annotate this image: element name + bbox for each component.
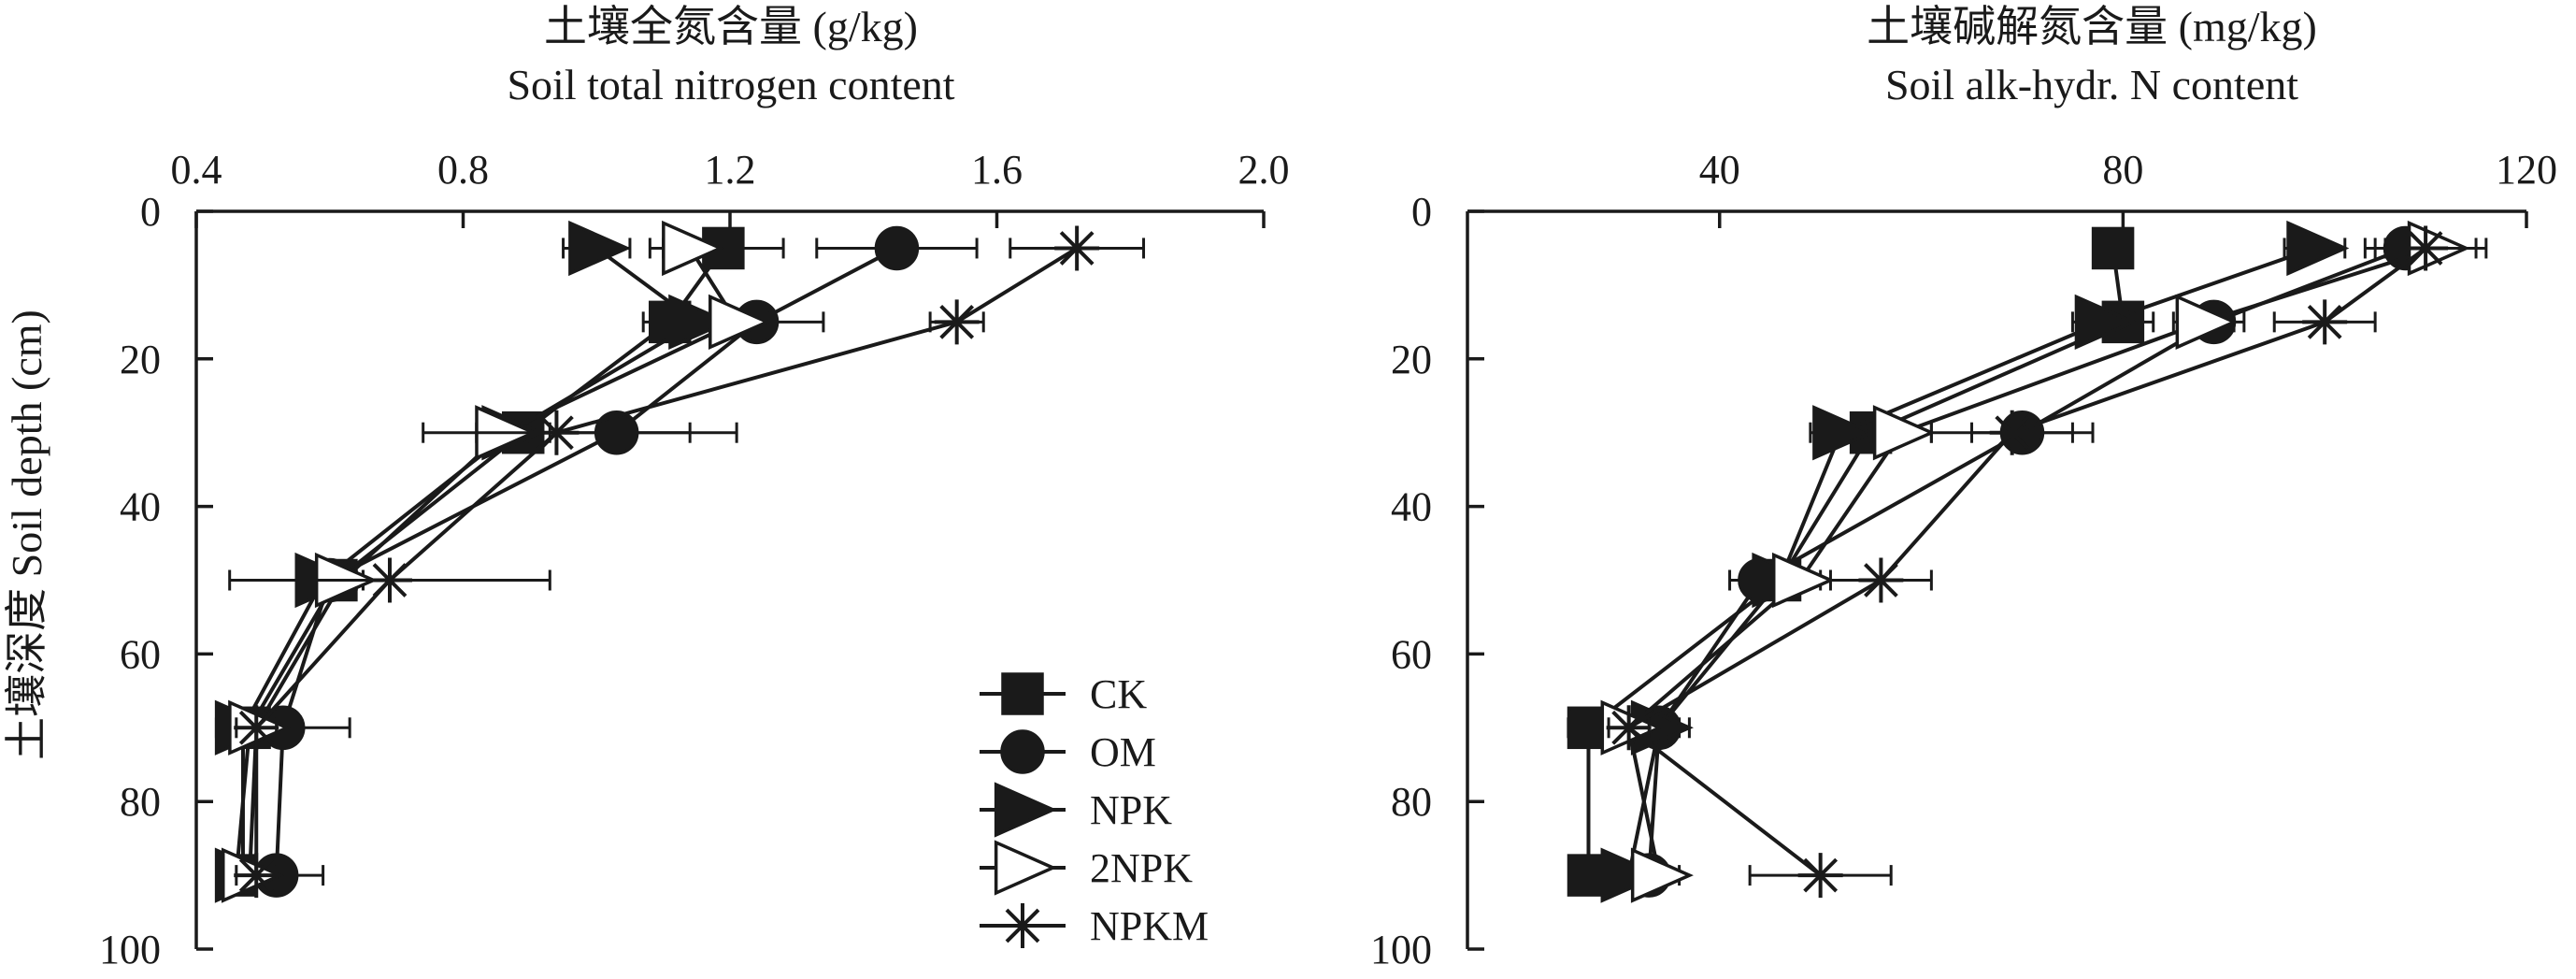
legend-marker-2npk xyxy=(994,840,1057,896)
series-line-npkm xyxy=(1626,246,2427,877)
data-point-npkm xyxy=(534,410,580,455)
legend-label-npk: NPK xyxy=(1090,787,1172,833)
legend-label-om: OM xyxy=(1090,729,1156,775)
data-point-npk xyxy=(2074,294,2138,350)
data-point-npkm xyxy=(1989,410,2035,455)
series-npkm xyxy=(228,225,1146,899)
data-point-npkm xyxy=(234,705,279,751)
y-tick-label: 40 xyxy=(120,484,161,530)
series-line-ck xyxy=(1586,248,2125,876)
x-tick-label: 2.0 xyxy=(1238,147,1290,193)
chart-title-cn: 土壤碱解氮含量 (mg/kg) xyxy=(1867,3,2317,50)
y-tick-label: 60 xyxy=(120,631,161,677)
legend: CK OM NPK 2NPK NPKM xyxy=(980,671,1209,949)
data-point-npk xyxy=(1600,847,1664,903)
series-npkm xyxy=(1606,225,2478,899)
data-point-ck xyxy=(2091,226,2135,270)
data-point-npkm xyxy=(934,299,980,345)
y-tick-label: 0 xyxy=(140,189,161,235)
legend-marker-ck xyxy=(1001,672,1044,715)
data-point-npkm xyxy=(1858,557,1904,603)
chart-panel-alk-hydr-n: 土壤碱解氮含量 (mg/kg) Soil alk-hydr. N content… xyxy=(1370,3,2557,972)
data-point-npkm xyxy=(2403,225,2449,271)
x-tick-label: 1.2 xyxy=(705,147,756,193)
series-line-npk xyxy=(1626,246,2316,876)
chart-title-en: Soil total nitrogen content xyxy=(507,61,954,108)
tick-layer: 0.4 0.8 1.2 1.6 2.0 0 20 40 60 80 100 xyxy=(99,147,1290,972)
y-tick-label: 80 xyxy=(120,779,161,825)
data-point-2npk xyxy=(1872,405,1936,461)
data-point-npk xyxy=(1812,405,1876,461)
data-point-2npk xyxy=(2175,294,2239,350)
series-2npk xyxy=(1600,220,2488,903)
legend-item-om: OM xyxy=(980,729,1156,775)
series-layer xyxy=(1567,220,2488,903)
legend-marker-om xyxy=(1000,729,1045,774)
legend-item-2npk: 2NPK xyxy=(980,840,1193,896)
x-tick-label: 120 xyxy=(2496,147,2557,193)
y-axis-label: 土壤深度 Soil depth (cm) xyxy=(3,310,50,760)
x-tick-label: 0.4 xyxy=(171,147,222,193)
x-tick-label: 80 xyxy=(2102,147,2143,193)
y-tick-label: 20 xyxy=(120,337,161,382)
data-point-2npk xyxy=(708,294,772,350)
series-line-om xyxy=(274,246,898,876)
data-point-2npk xyxy=(1630,847,1694,903)
chart-title-cn: 土壤全氮含量 (g/kg) xyxy=(544,3,918,50)
y-tick-label: 60 xyxy=(1391,631,1432,677)
y-tick-label: 0 xyxy=(1411,189,1432,235)
data-point-npkm xyxy=(1606,705,1652,751)
y-tick-label: 20 xyxy=(1391,337,1432,382)
legend-item-npk: NPK xyxy=(980,782,1172,838)
series-line-2npk xyxy=(1626,246,2437,876)
y-tick-label: 80 xyxy=(1391,779,1432,825)
data-point-npkm xyxy=(366,557,412,603)
chart-title-en: Soil alk-hydr. N content xyxy=(1885,61,2298,108)
legend-item-ck: CK xyxy=(980,671,1147,717)
legend-label-ck: CK xyxy=(1090,671,1147,717)
legend-marker-npk xyxy=(994,782,1057,838)
data-point-npkm xyxy=(1797,853,1843,899)
chart-panel-total-nitrogen: 土壤全氮含量 (g/kg) Soil total nitrogen conten… xyxy=(99,3,1290,972)
x-tick-label: 1.6 xyxy=(971,147,1023,193)
legend-marker-npkm xyxy=(1000,903,1045,948)
y-tick-label: 100 xyxy=(1370,927,1432,972)
y-tick-label: 40 xyxy=(1391,484,1432,530)
data-point-npk xyxy=(2286,220,2350,277)
data-point-om xyxy=(874,225,920,271)
data-point-npkm xyxy=(2302,299,2348,345)
data-point-npkm xyxy=(1054,225,1100,271)
series-line-npkm xyxy=(254,246,1079,876)
x-tick-label: 0.8 xyxy=(437,147,489,193)
data-point-npk xyxy=(668,294,732,350)
series-layer xyxy=(214,220,1146,903)
data-point-2npk xyxy=(1771,552,1836,609)
legend-label-2npk: 2NPK xyxy=(1090,845,1193,891)
legend-item-npkm: NPKM xyxy=(980,903,1209,949)
tick-layer: 40 80 120 0 20 40 60 80 100 xyxy=(1370,147,2557,972)
legend-label-npkm: NPKM xyxy=(1090,903,1209,949)
data-point-npkm xyxy=(234,853,279,899)
data-point-2npk xyxy=(662,220,725,277)
data-point-npk xyxy=(568,220,632,277)
x-tick-label: 40 xyxy=(1699,147,1740,193)
y-tick-label: 100 xyxy=(99,927,161,972)
